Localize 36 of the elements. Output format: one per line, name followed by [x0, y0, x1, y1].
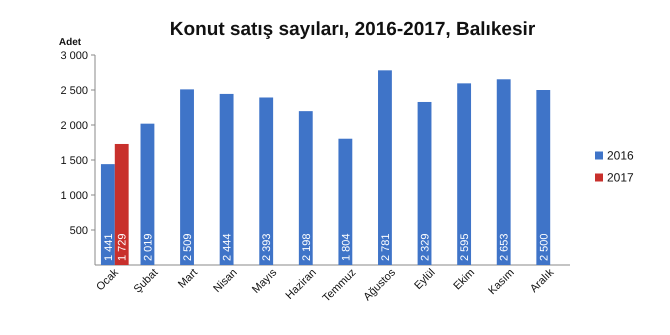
bar — [418, 102, 432, 265]
bar — [338, 138, 352, 265]
legend-label: 2017 — [607, 170, 634, 184]
bar — [259, 97, 274, 265]
bar — [180, 89, 194, 265]
data-label: 2 500 — [538, 233, 550, 261]
data-label: 1 804 — [340, 233, 352, 261]
data-label: 2 198 — [300, 233, 313, 261]
y-tick-label: 2 000 — [60, 120, 88, 132]
data-label: 1 441 — [102, 233, 115, 261]
y-tick-label: 3 000 — [60, 50, 88, 62]
bar — [536, 90, 550, 265]
bar — [378, 70, 392, 265]
data-label: 2 653 — [498, 233, 511, 261]
bar — [100, 164, 115, 265]
bar — [220, 94, 234, 265]
data-label: 2 781 — [380, 233, 392, 261]
data-label: 1 729 — [116, 233, 129, 261]
bar — [298, 111, 313, 265]
bar — [496, 79, 511, 265]
y-tick-label: 1 500 — [60, 155, 88, 167]
y-axis-title: Adet — [58, 37, 82, 48]
chart-title: Konut satış sayıları, 2016-2017, Balıkesir — [170, 19, 536, 40]
legend-label: 2016 — [607, 148, 634, 162]
data-label: 2 329 — [420, 233, 432, 261]
data-label: 2 509 — [182, 233, 194, 261]
bar — [114, 144, 129, 265]
data-label: 2 019 — [142, 233, 154, 261]
data-label: 2 393 — [261, 233, 274, 261]
bar — [140, 124, 154, 265]
y-tick-label: 2 500 — [60, 85, 88, 97]
data-label: 2 595 — [459, 233, 472, 261]
bar — [457, 83, 472, 265]
y-tick-label: 500 — [70, 225, 88, 237]
y-tick-label: 1 000 — [60, 190, 88, 202]
data-label: 2 444 — [222, 233, 234, 261]
